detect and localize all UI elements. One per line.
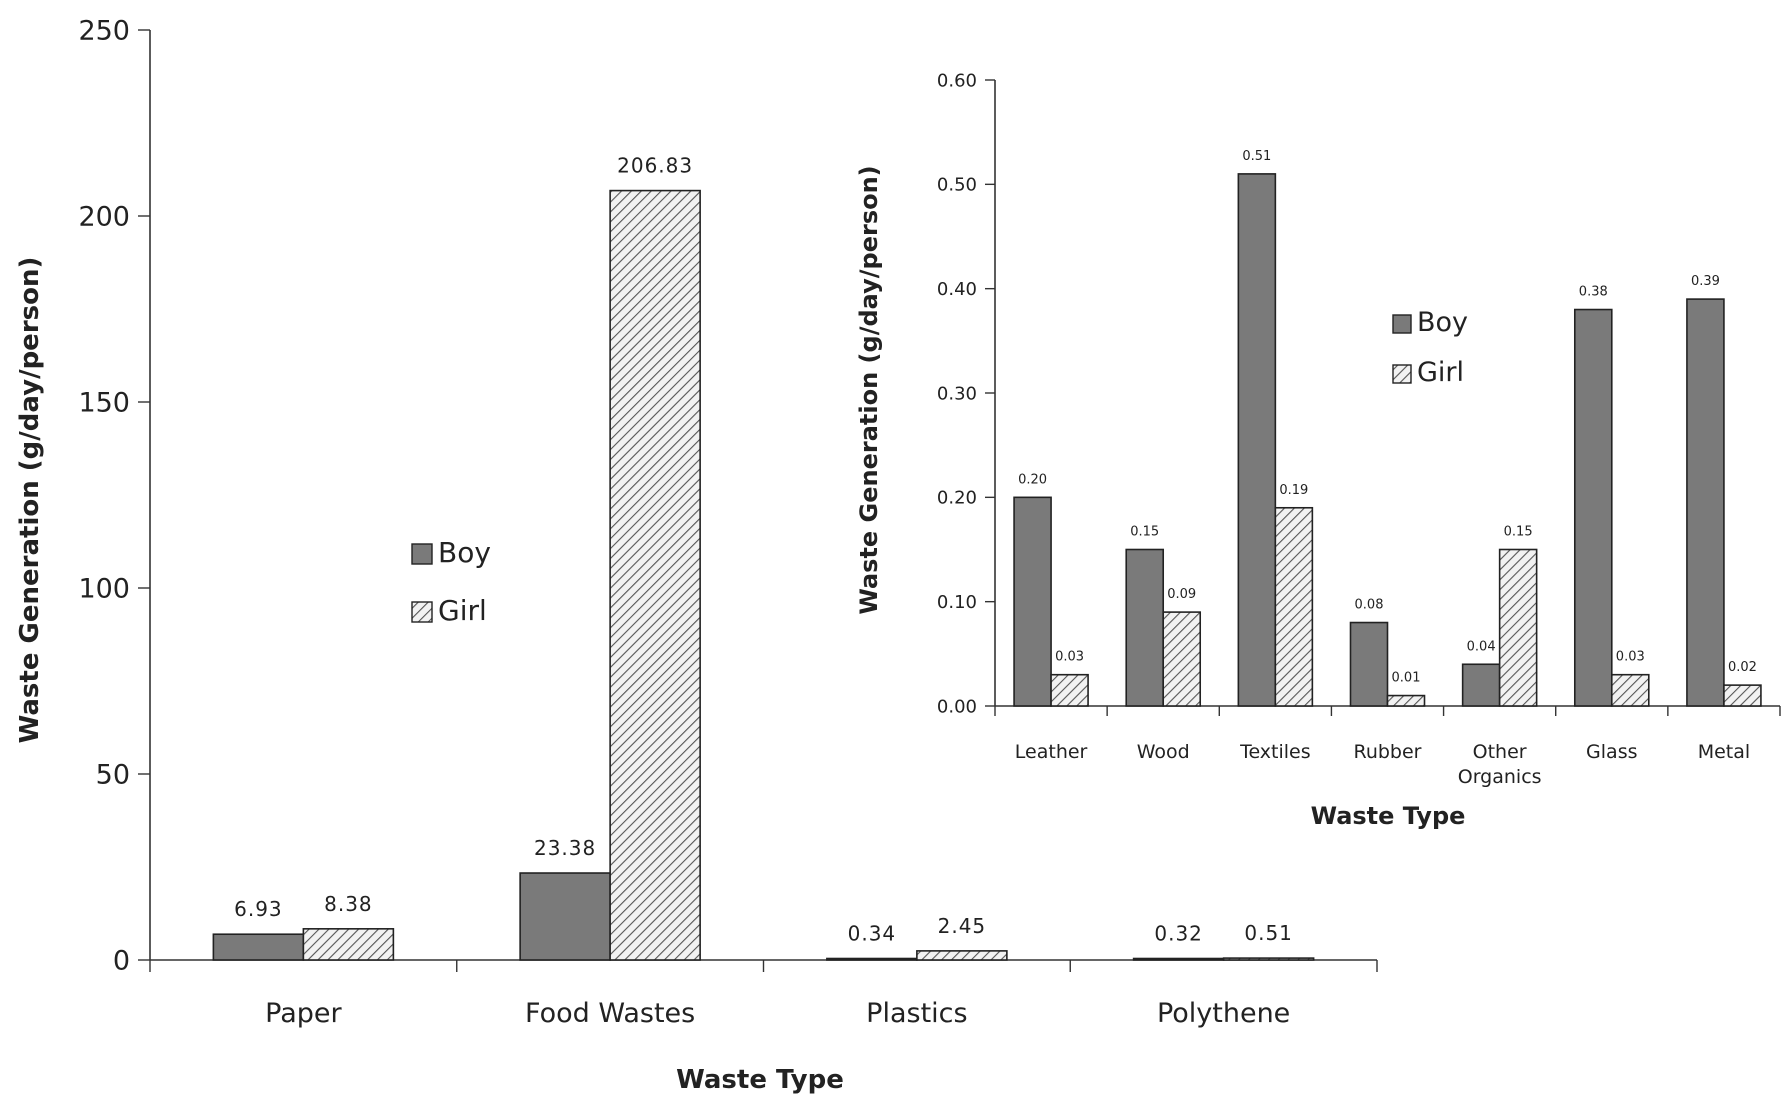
boy-legend-label: Boy bbox=[1417, 307, 1468, 338]
y-tick-label: 0.00 bbox=[937, 696, 977, 717]
x-category-label: Polythene bbox=[1157, 998, 1290, 1029]
boy-value-label: 0.39 bbox=[1691, 274, 1720, 289]
girl-value-label: 0.03 bbox=[1055, 650, 1084, 665]
boy-value-label: 0.32 bbox=[1154, 922, 1203, 946]
boy-value-label: 6.93 bbox=[234, 897, 283, 921]
y-tick-label: 0.10 bbox=[937, 592, 977, 613]
y-tick-label: 50 bbox=[96, 759, 130, 790]
y-tick-label: 200 bbox=[78, 201, 130, 232]
girl-bar bbox=[1723, 684, 1762, 707]
girl-bar bbox=[1274, 506, 1314, 707]
girl-bar bbox=[916, 950, 1008, 961]
x-category-label: Textiles bbox=[1239, 741, 1311, 763]
boy-legend-swatch bbox=[1392, 314, 1412, 334]
y-tick-label: 100 bbox=[78, 573, 130, 604]
boy-bar bbox=[519, 872, 611, 961]
girl-value-label: 2.45 bbox=[938, 914, 987, 938]
girl-bar bbox=[1498, 548, 1538, 707]
girl-legend-label: Girl bbox=[438, 594, 487, 627]
y-tick-label: 250 bbox=[78, 15, 130, 46]
boy-bar bbox=[1573, 308, 1613, 707]
y-axis-title: Waste Generation (g/day/person) bbox=[15, 257, 45, 744]
y-axis-title: Waste Generation (g/day/person) bbox=[855, 165, 883, 614]
boy-bar bbox=[1125, 548, 1165, 707]
boy-bar bbox=[826, 957, 918, 961]
x-axis-title: Waste Type bbox=[1311, 802, 1466, 830]
boy-bar bbox=[1013, 496, 1052, 707]
girl-value-label: 0.51 bbox=[1244, 921, 1293, 945]
x-category-label: Food Wastes bbox=[525, 998, 695, 1029]
x-category-label: Metal bbox=[1698, 741, 1750, 763]
girl-value-label: 0.15 bbox=[1504, 525, 1533, 540]
boy-value-label: 0.20 bbox=[1018, 472, 1047, 487]
x-category-label: Leather bbox=[1015, 741, 1088, 763]
girl-bar bbox=[609, 189, 701, 961]
x-category-label: Glass bbox=[1586, 741, 1637, 763]
x-category-label: Organics bbox=[1458, 766, 1542, 788]
boy-value-label: 23.38 bbox=[534, 836, 596, 860]
girl-value-label: 0.19 bbox=[1279, 483, 1308, 498]
y-tick-label: 0 bbox=[113, 945, 130, 976]
boy-legend-swatch bbox=[411, 543, 433, 565]
boy-value-label: 0.34 bbox=[848, 922, 897, 946]
girl-legend-label: Girl bbox=[1417, 357, 1464, 388]
x-category-label: Paper bbox=[265, 998, 342, 1029]
girl-value-label: 0.03 bbox=[1616, 650, 1645, 665]
girl-legend-swatch bbox=[411, 601, 433, 623]
girl-value-label: 0.02 bbox=[1728, 660, 1757, 675]
y-tick-label: 0.30 bbox=[937, 383, 977, 404]
girl-bar bbox=[1610, 673, 1650, 707]
main-chart: 0 50 100 150 200 250 6.93 8.38 Paper 23.38 206.83 F… bbox=[15, 15, 1378, 1095]
girl-bar bbox=[1386, 694, 1426, 707]
boy-bar bbox=[1132, 957, 1225, 961]
girl-value-label: 0.09 bbox=[1167, 587, 1196, 602]
y-tick-label: 0.50 bbox=[937, 175, 977, 196]
boy-value-label: 0.04 bbox=[1467, 639, 1496, 654]
girl-bar bbox=[302, 928, 395, 961]
x-category-label: Plastics bbox=[866, 998, 967, 1029]
x-axis-title: Waste Type bbox=[676, 1065, 844, 1095]
y-tick-label: 0.40 bbox=[937, 279, 977, 300]
boy-value-label: 0.38 bbox=[1579, 285, 1608, 300]
girl-bar bbox=[1222, 957, 1315, 961]
girl-bar bbox=[1162, 611, 1202, 707]
boy-bar bbox=[1349, 621, 1389, 707]
x-category-label: Other bbox=[1473, 741, 1527, 763]
girl-value-label: 0.01 bbox=[1392, 671, 1421, 686]
inset-chart: 0.00 0.10 0.20 0.30 0.40 0.50 0.60 0.20 0.03 Leat… bbox=[855, 70, 1781, 830]
girl-bar bbox=[1050, 673, 1089, 707]
x-category-label: Wood bbox=[1137, 741, 1190, 763]
girl-value-label: 8.38 bbox=[324, 892, 373, 916]
boy-value-label: 0.08 bbox=[1355, 598, 1384, 613]
y-tick-label: 0.60 bbox=[937, 70, 977, 91]
boy-bar bbox=[1461, 663, 1501, 707]
boy-bar bbox=[1237, 173, 1277, 707]
boy-value-label: 0.51 bbox=[1242, 149, 1271, 164]
girl-legend-swatch bbox=[1392, 364, 1412, 384]
girl-value-label: 206.83 bbox=[617, 154, 693, 178]
boy-legend-label: Boy bbox=[438, 536, 491, 569]
x-category-label: Rubber bbox=[1353, 741, 1421, 763]
boy-bar bbox=[212, 933, 305, 961]
boy-value-label: 0.15 bbox=[1130, 525, 1159, 540]
boy-bar bbox=[1686, 298, 1725, 707]
y-tick-label: 0.20 bbox=[937, 488, 977, 509]
y-tick-label: 150 bbox=[78, 387, 130, 418]
